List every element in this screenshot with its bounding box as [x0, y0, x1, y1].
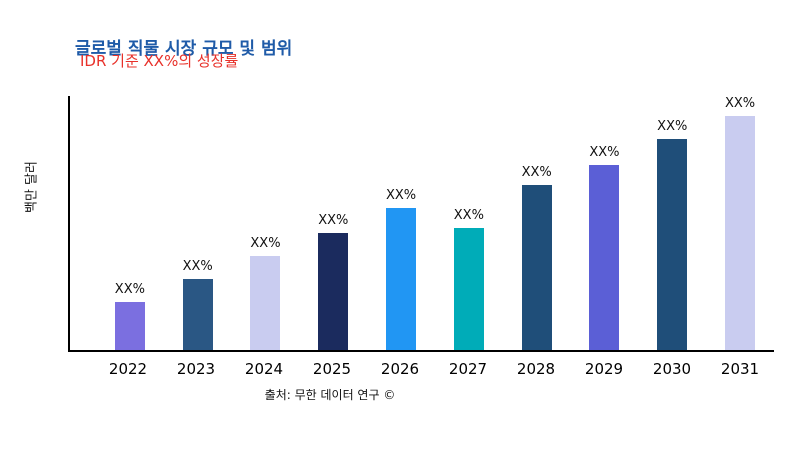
bar-value-label-2023: XX% [182, 258, 213, 274]
bar-value-label-2024: XX% [250, 236, 281, 252]
x-axis-tick-2023: 2023 [176, 360, 216, 378]
growth-rate-annotation: IDR 기준 XX%의 성장률 [80, 52, 239, 70]
x-axis-tick-2029: 2029 [584, 360, 624, 378]
x-axis-tick-2028: 2028 [516, 360, 556, 378]
x-axis-tick-2027: 2027 [448, 360, 488, 378]
x-axis-tick-2022: 2022 [108, 360, 148, 378]
bar-value-label-2028: XX% [521, 164, 552, 180]
bar-2028 [521, 184, 552, 350]
y-axis-label: 백만 달러 [24, 161, 40, 213]
bar-2027 [453, 228, 484, 350]
x-axis-tick-2030: 2030 [652, 360, 692, 378]
bar-2024 [250, 256, 281, 350]
bar-value-label-2027: XX% [453, 208, 484, 224]
x-axis-tick-2026: 2026 [380, 360, 420, 378]
bar-value-label-2029: XX% [589, 144, 620, 160]
x-axis-labels: 2022 2023 2024 2025 2026 2027 2028 2029 2030 2031 [68, 360, 774, 378]
bar-column-2028: XX% [515, 96, 559, 350]
x-axis-tick-2025: 2025 [312, 360, 352, 378]
bar-2023 [182, 278, 213, 350]
bar-2031 [725, 116, 756, 350]
page-title: 글로벌 직물 시장 규모 및 범위 [75, 39, 293, 59]
bar-column-2030: XX% [650, 96, 694, 350]
bar-value-label-2030: XX% [657, 119, 688, 135]
source-attribution: 출처: 무한 데이터 연구 © [264, 388, 396, 402]
bar-2026 [386, 207, 417, 350]
bar-column-2027: XX% [447, 96, 491, 350]
bar-value-label-2031: XX% [724, 96, 756, 112]
bar-column-2022: XX% [108, 96, 152, 350]
x-axis-tick-2031: 2031 [720, 360, 760, 378]
bar-column-2026: XX% [379, 96, 423, 350]
bar-column-2029: XX% [582, 96, 626, 350]
bar-column-2024: XX% [243, 96, 287, 350]
bar-column-2031: XX% [718, 96, 762, 350]
bar-column-2023: XX% [176, 96, 220, 350]
bar-value-label-2025: XX% [318, 213, 349, 229]
bar-column-2025: XX% [311, 96, 355, 350]
bar-2029 [589, 164, 620, 350]
bar-2022 [114, 301, 145, 350]
bar-2030 [657, 139, 688, 350]
bar-value-label-2026: XX% [385, 187, 417, 203]
x-axis-tick-2024: 2024 [244, 360, 284, 378]
bar-value-label-2022: XX% [114, 281, 145, 297]
plot-area: XX% XX% XX% XX% XX% XX% XX% XX% XX% XX% [68, 96, 774, 352]
bar-2025 [318, 233, 349, 350]
